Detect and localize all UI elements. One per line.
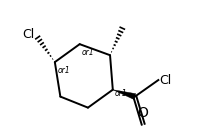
Text: or1: or1 [82, 48, 94, 57]
Text: O: O [138, 106, 148, 120]
Text: or1: or1 [58, 66, 70, 75]
Text: Cl: Cl [22, 28, 34, 41]
Text: or1: or1 [115, 89, 128, 98]
Text: Cl: Cl [160, 74, 172, 87]
Polygon shape [113, 90, 136, 99]
